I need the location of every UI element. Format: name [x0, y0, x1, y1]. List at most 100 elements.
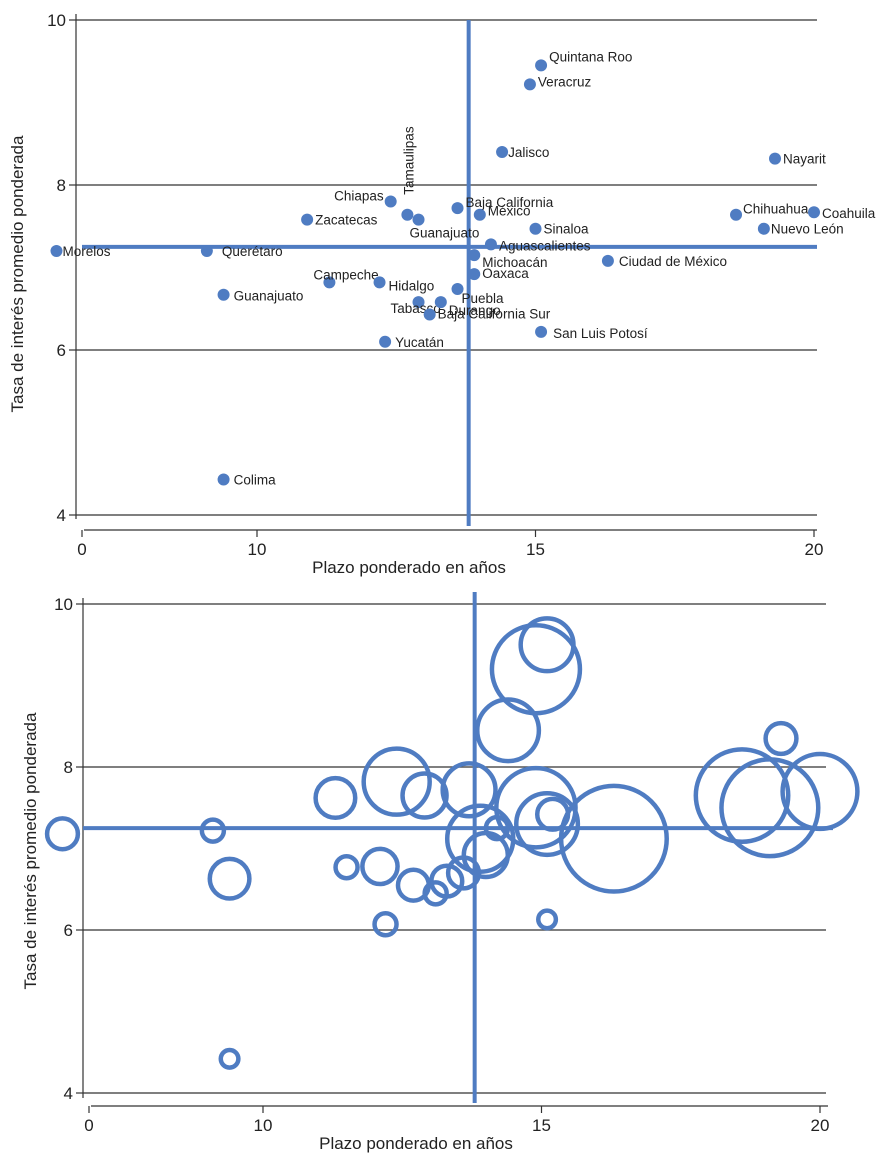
top-data-point	[468, 268, 481, 281]
bottom-bubble	[494, 765, 578, 850]
top-tick-label-y: 10	[47, 11, 66, 30]
bottom-bubble	[361, 746, 432, 817]
bottom-tick-label-x: 15	[532, 1116, 551, 1135]
top-data-point	[401, 208, 414, 221]
labeled-scatter-chart: 4 6 8 10 0 10 15 20 Plazo ponderado en años Tasa …	[8, 11, 876, 577]
top-data-point	[451, 282, 464, 295]
bottom-tick-label-y: 10	[54, 595, 73, 614]
top-data-point	[808, 206, 820, 219]
bottom-bubble	[44, 816, 81, 852]
bottom-bubble	[693, 747, 791, 844]
top-data-label: Quintana Roo	[549, 49, 632, 64]
top-data-label: Ciudad de México	[619, 254, 727, 269]
top-data-point	[217, 288, 230, 301]
top-data-label: San Luis Potosí	[553, 326, 648, 341]
bottom-bubble	[719, 757, 821, 859]
bottom-bubble	[372, 911, 399, 938]
top-data-label: Querétaro	[222, 244, 283, 259]
top-data-point	[601, 254, 614, 267]
top-data-point	[323, 276, 336, 289]
top-data-label: Aguascalientes	[499, 238, 591, 253]
top-data-label: Morelos	[62, 244, 110, 259]
top-data-point	[200, 245, 213, 257]
top-data-label: Michoacán	[482, 255, 547, 270]
bottom-bubble	[360, 846, 400, 887]
top-data-label: Yucatán	[395, 335, 444, 350]
top-data-point	[484, 238, 497, 251]
top-data-point	[473, 208, 486, 221]
bottom-tick-label-y: 4	[64, 1084, 73, 1103]
top-data-point	[523, 78, 536, 91]
top-data-point	[217, 473, 230, 486]
bottom-bubble	[461, 830, 511, 880]
bottom-bubble	[218, 1047, 241, 1070]
bottom-y-axis-title: Tasa de interés promedio ponderada	[21, 712, 40, 989]
top-data-point	[412, 213, 425, 226]
top-data-point	[757, 222, 770, 235]
top-tick-label-y: 8	[57, 176, 66, 195]
top-data-point	[769, 152, 782, 165]
bubble-chart: 4 6 8 10 0 10 15 20 Plazo ponderado en años Tasa …	[21, 592, 860, 1153]
bottom-tick-label-x: 20	[811, 1116, 830, 1135]
top-data-point	[496, 146, 509, 158]
bottom-x-axis-title: Plazo ponderado en años	[319, 1134, 513, 1153]
bottom-tick-label-y: 6	[64, 921, 73, 940]
bottom-bubble	[483, 814, 511, 842]
top-tick-label-x: 0	[77, 540, 86, 559]
top-data-point	[423, 308, 436, 321]
top-data-label: Hidalgo	[389, 278, 435, 293]
top-data-point	[451, 202, 464, 215]
top-data-label: Colima	[234, 473, 277, 488]
top-data-point	[434, 296, 447, 309]
top-tick-label-y: 4	[57, 506, 66, 525]
bottom-bubble	[558, 783, 669, 894]
bottom-bubble	[475, 697, 542, 764]
top-data-point	[379, 335, 392, 348]
bottom-bubble	[333, 853, 360, 881]
bottom-bubble	[313, 775, 358, 821]
top-data-label: Campeche	[313, 267, 378, 282]
top-data-label: Nuevo León	[771, 222, 844, 237]
top-data-label: Chihuahua	[743, 202, 809, 217]
top-data-label: Baja California Sur	[438, 307, 551, 322]
top-y-axis-title: Tasa de interés promedio ponderada	[8, 135, 27, 412]
bottom-bubble	[440, 761, 498, 819]
top-data-label: Zacatecas	[315, 213, 378, 228]
bottom-bubble	[445, 855, 482, 891]
top-data-point	[535, 59, 548, 72]
top-data-point	[301, 213, 314, 226]
bottom-bubble	[400, 771, 449, 820]
top-data-point	[50, 245, 63, 257]
bottom-bubble	[763, 720, 799, 757]
top-data-label: Oaxaca	[482, 266, 529, 281]
top-data-point	[412, 296, 425, 309]
bottom-tick-label-x: 10	[254, 1116, 273, 1135]
top-data-point	[730, 208, 743, 221]
top-x-axis-title: Plazo ponderado en años	[312, 558, 506, 577]
top-data-label: Jalisco	[508, 145, 549, 160]
top-data-label: Tamaulipas	[401, 126, 416, 195]
bottom-tick-label-y: 8	[64, 758, 73, 777]
top-data-label: Sinaloa	[544, 222, 590, 237]
top-data-point	[468, 249, 481, 262]
top-tick-label-x: 20	[805, 540, 824, 559]
top-data-label: Veracruz	[538, 74, 592, 89]
top-tick-label-x: 15	[526, 540, 545, 559]
bottom-bubble	[514, 791, 581, 858]
bottom-tick-label-x: 0	[84, 1116, 93, 1135]
bottom-bubble	[780, 751, 860, 832]
top-data-point	[535, 325, 548, 338]
bottom-bubble	[207, 856, 252, 901]
top-data-label: Coahuila	[822, 206, 876, 221]
top-data-label: Durango	[449, 303, 501, 318]
top-data-label: Chiapas	[334, 189, 384, 204]
top-data-label: Guanajuato	[234, 289, 304, 304]
bottom-bubble	[199, 817, 227, 844]
top-data-label: Baja California	[466, 195, 554, 210]
top-tick-label-y: 6	[57, 341, 66, 360]
top-data-label: Nayarit	[783, 152, 826, 167]
top-data-label: Puebla	[462, 291, 505, 306]
top-data-point	[529, 222, 542, 235]
top-data-label: México	[488, 204, 531, 219]
